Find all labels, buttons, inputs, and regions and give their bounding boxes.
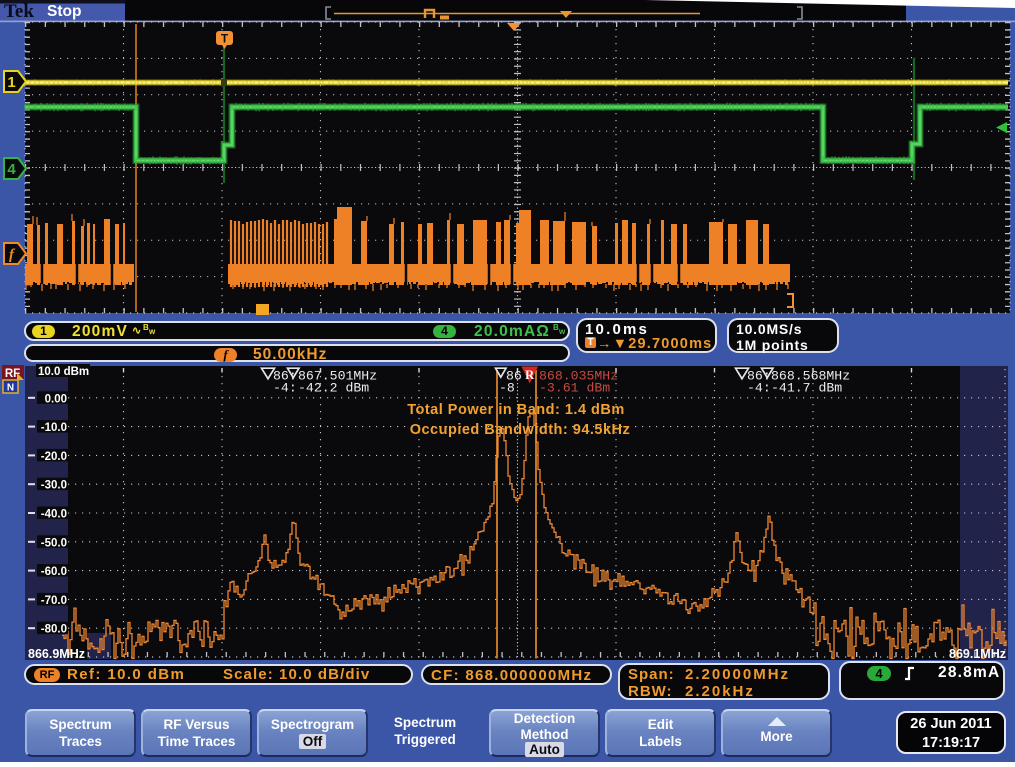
- svg-text:-41.7 dBm: -41.7 dBm: [771, 381, 842, 396]
- svg-text:-42.2 dBm: -42.2 dBm: [298, 381, 369, 396]
- svg-text:869.1MHz: 869.1MHz: [949, 647, 1006, 661]
- svg-text:f: f: [9, 247, 16, 263]
- svg-text:868.568MHz: 868.568MHz: [771, 369, 850, 384]
- svg-text:Occupied Bandwidth: 94.5kHz: Occupied Bandwidth: 94.5kHz: [410, 422, 631, 438]
- svg-text:-3.61 dBm: -3.61 dBm: [539, 381, 610, 396]
- svg-text:-70.0: -70.0: [41, 595, 67, 607]
- svg-text:0.00: 0.00: [45, 393, 67, 405]
- svg-text:-20.0: -20.0: [41, 451, 67, 463]
- svg-text:R: R: [525, 368, 535, 382]
- svg-text:86: 86: [506, 369, 522, 384]
- svg-text:866.9MHz: 866.9MHz: [28, 647, 85, 661]
- svg-text:86:: 86:: [747, 369, 771, 384]
- svg-text:-40.0: -40.0: [41, 509, 67, 521]
- svg-text:N: N: [7, 383, 14, 394]
- svg-text:RF: RF: [5, 368, 20, 380]
- svg-text:-8: -8: [499, 381, 515, 396]
- svg-text:10.0 dBm: 10.0 dBm: [38, 366, 89, 378]
- svg-text:86:: 86:: [273, 369, 297, 384]
- svg-text:Total Power in Band: 1.4 dBm: Total Power in Band: 1.4 dBm: [407, 402, 625, 418]
- svg-text:867.501MHz: 867.501MHz: [298, 369, 377, 384]
- svg-text:-4:: -4:: [747, 381, 771, 396]
- svg-text:868.035MHz: 868.035MHz: [539, 369, 618, 384]
- svg-text:-30.0: -30.0: [41, 480, 67, 492]
- svg-text:-60.0: -60.0: [41, 566, 67, 578]
- svg-text:-4:: -4:: [273, 381, 297, 396]
- svg-text:-50.0: -50.0: [41, 537, 67, 549]
- svg-text:T: T: [221, 32, 229, 46]
- svg-text:-80.0: -80.0: [41, 624, 67, 636]
- svg-text:1: 1: [7, 74, 15, 91]
- svg-text:4: 4: [7, 161, 16, 178]
- svg-text:-10.0: -10.0: [41, 422, 67, 434]
